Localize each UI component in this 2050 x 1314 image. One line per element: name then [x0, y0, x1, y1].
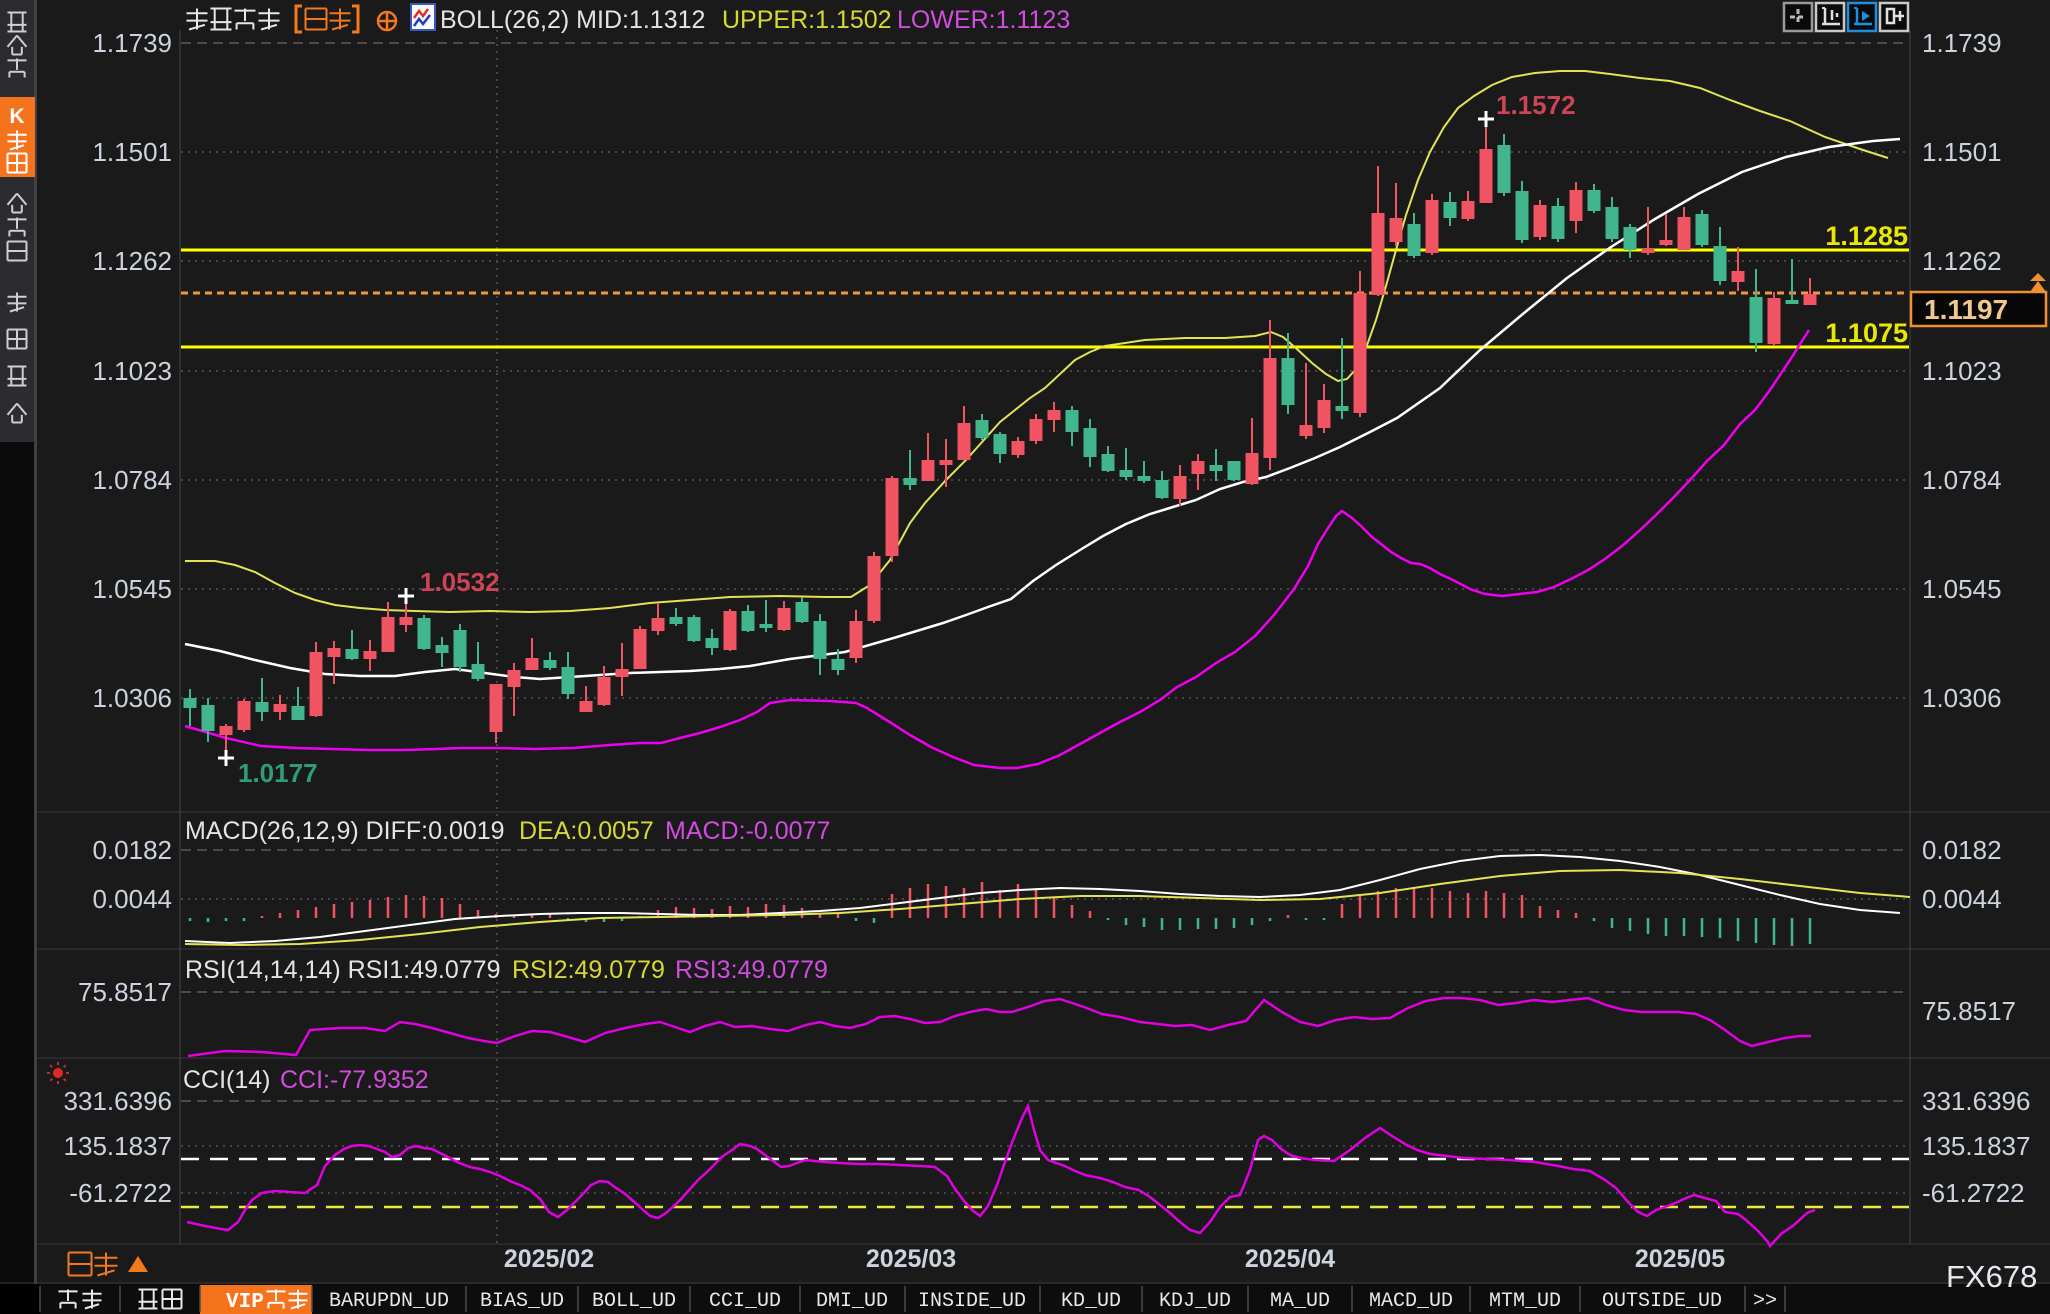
- svg-text:135.1837: 135.1837: [64, 1131, 172, 1161]
- svg-text:2025/03: 2025/03: [866, 1245, 956, 1273]
- svg-text:75.8517: 75.8517: [78, 977, 172, 1007]
- svg-text:331.6396: 331.6396: [64, 1086, 172, 1116]
- svg-text:BARUPDN_UD: BARUPDN_UD: [329, 1290, 449, 1313]
- svg-text:MACD:-0.0077: MACD:-0.0077: [665, 817, 830, 845]
- svg-text:1.1023: 1.1023: [92, 356, 172, 386]
- svg-text:DEA:0.0057: DEA:0.0057: [519, 817, 654, 845]
- svg-text:DMI_UD: DMI_UD: [816, 1290, 888, 1313]
- svg-text:KD_UD: KD_UD: [1061, 1290, 1121, 1313]
- svg-text:75.8517: 75.8517: [1922, 996, 2016, 1026]
- svg-text:CCI:-77.9352: CCI:-77.9352: [280, 1066, 429, 1094]
- svg-text:RSI(14,14,14) RSI1:49.0779: RSI(14,14,14) RSI1:49.0779: [185, 956, 500, 984]
- svg-text:1.1075: 1.1075: [1825, 318, 1908, 348]
- svg-text:1.0177: 1.0177: [238, 758, 318, 788]
- svg-text:>>: >>: [1753, 1290, 1777, 1313]
- svg-text:1.0545: 1.0545: [92, 574, 172, 604]
- svg-text:OUTSIDE_UD: OUTSIDE_UD: [1602, 1290, 1722, 1313]
- svg-text:MA_UD: MA_UD: [1270, 1290, 1330, 1313]
- svg-text:0.0044: 0.0044: [1922, 884, 2002, 914]
- svg-text:1.1023: 1.1023: [1922, 356, 2002, 386]
- svg-text:331.6396: 331.6396: [1922, 1086, 2030, 1116]
- svg-text:-61.2722: -61.2722: [69, 1178, 172, 1208]
- svg-text:1.0306: 1.0306: [92, 683, 172, 713]
- svg-text:2025/02: 2025/02: [504, 1245, 594, 1273]
- svg-text:K: K: [9, 105, 24, 128]
- svg-text:1.0545: 1.0545: [1922, 574, 2002, 604]
- svg-text:2025/05: 2025/05: [1635, 1245, 1725, 1273]
- svg-text:1.0784: 1.0784: [1922, 465, 2002, 495]
- svg-text:BOLL_UD: BOLL_UD: [592, 1290, 676, 1313]
- svg-text:135.1837: 135.1837: [1922, 1131, 2030, 1161]
- svg-text:1.0784: 1.0784: [92, 465, 172, 495]
- svg-text:1.1501: 1.1501: [1922, 137, 2002, 167]
- svg-text:1.1572: 1.1572: [1496, 90, 1576, 120]
- svg-text:BIAS_UD: BIAS_UD: [480, 1290, 564, 1313]
- svg-text:KDJ_UD: KDJ_UD: [1159, 1290, 1231, 1313]
- svg-text:-61.2722: -61.2722: [1922, 1178, 2025, 1208]
- svg-text:0.0182: 0.0182: [1922, 835, 2002, 865]
- svg-text:1.0306: 1.0306: [1922, 683, 2002, 713]
- svg-text:LOWER:1.1123: LOWER:1.1123: [897, 6, 1070, 34]
- svg-text:1.1501: 1.1501: [92, 137, 172, 167]
- svg-text:1.1285: 1.1285: [1825, 221, 1908, 251]
- svg-text:UPPER:1.1502: UPPER:1.1502: [722, 6, 892, 34]
- svg-text:1.1739: 1.1739: [1922, 28, 2002, 58]
- svg-text:0.0182: 0.0182: [92, 835, 172, 865]
- svg-text:RSI2:49.0779: RSI2:49.0779: [512, 956, 665, 984]
- svg-text:FX678: FX678: [1946, 1259, 2037, 1294]
- svg-text:RSI3:49.0779: RSI3:49.0779: [675, 956, 828, 984]
- svg-text:INSIDE_UD: INSIDE_UD: [918, 1290, 1026, 1313]
- svg-text:2025/04: 2025/04: [1245, 1245, 1335, 1273]
- svg-text:CCI(14): CCI(14): [183, 1066, 271, 1094]
- svg-text:1.1262: 1.1262: [92, 246, 172, 276]
- svg-text:1.1739: 1.1739: [92, 28, 172, 58]
- svg-text:BOLL(26,2) MID:1.1312: BOLL(26,2) MID:1.1312: [440, 6, 705, 34]
- svg-text:1.1262: 1.1262: [1922, 246, 2002, 276]
- svg-text:VIP: VIP: [226, 1291, 264, 1314]
- svg-text:MTM_UD: MTM_UD: [1489, 1290, 1561, 1313]
- svg-text:1.1197: 1.1197: [1924, 294, 2008, 325]
- svg-text:MACD(26,12,9) DIFF:0.0019: MACD(26,12,9) DIFF:0.0019: [185, 817, 505, 845]
- svg-text:MACD_UD: MACD_UD: [1369, 1290, 1453, 1313]
- svg-text:CCI_UD: CCI_UD: [709, 1290, 781, 1313]
- svg-text:0.0044: 0.0044: [92, 884, 172, 914]
- svg-text:1.0532: 1.0532: [420, 567, 500, 597]
